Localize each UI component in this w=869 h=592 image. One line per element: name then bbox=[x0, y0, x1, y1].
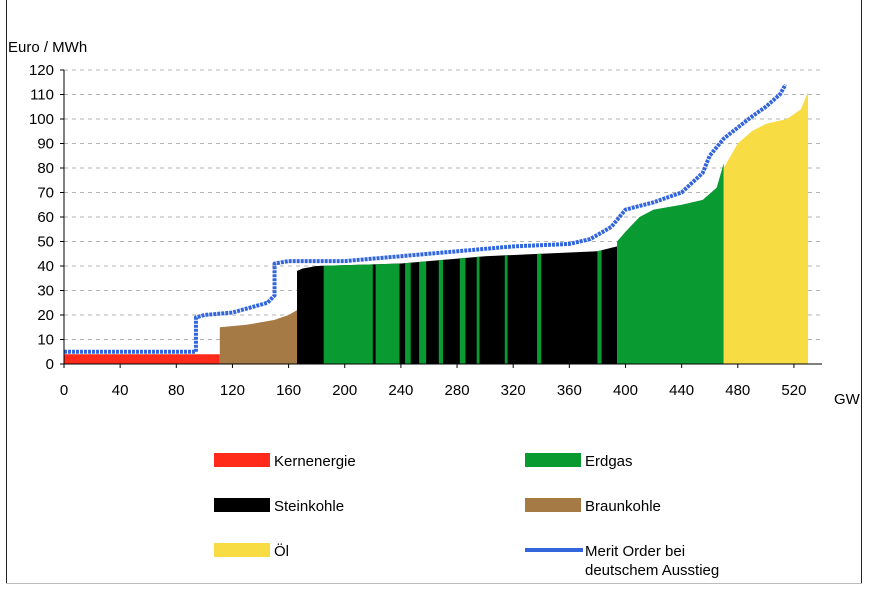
legend-label-erdgas: Erdgas bbox=[585, 453, 633, 470]
gas-stripe-1 bbox=[323, 264, 373, 364]
x-tick-label-480: 480 bbox=[725, 382, 750, 399]
y-tick-label-80: 80 bbox=[37, 160, 54, 177]
x-tick-label-240: 240 bbox=[388, 382, 413, 399]
x-tick-label-40: 40 bbox=[112, 382, 129, 399]
bottom-rule bbox=[6, 583, 862, 584]
legend-label-braunkohle: Braunkohle bbox=[585, 498, 661, 515]
gas-stripe-4 bbox=[419, 261, 427, 364]
legend-label-steinkohle: Steinkohle bbox=[274, 498, 344, 515]
series-line-merit-order bbox=[64, 83, 788, 354]
legend-swatch-kernenergie bbox=[214, 453, 270, 467]
x-tick-label-520: 520 bbox=[781, 382, 806, 399]
legend-swatch-steinkohle bbox=[214, 498, 270, 512]
legend-label-kernenergie: Kernenergie bbox=[274, 453, 356, 470]
x-tick-label-360: 360 bbox=[557, 382, 582, 399]
y-tick-label-30: 30 bbox=[37, 283, 54, 300]
gas-stripe-8 bbox=[504, 255, 508, 364]
x-tick-label-440: 440 bbox=[669, 382, 694, 399]
legend-swatch-oel bbox=[214, 543, 270, 557]
legend-swatch-braunkohle bbox=[525, 498, 581, 512]
x-tick-label-120: 120 bbox=[220, 382, 245, 399]
axes: 0 10 20 30 40 50 60 70 80 90 100 110 120 0 40 80 120 160 2… bbox=[8, 39, 861, 408]
legend-label-merit-order-bei-deutschem-ausstieg-1: Merit Order bei bbox=[585, 543, 685, 560]
y-tick-label-100: 100 bbox=[29, 111, 54, 128]
x-tick-label-200: 200 bbox=[332, 382, 357, 399]
gas-stripe-10 bbox=[597, 250, 602, 364]
area-kernenergie bbox=[64, 354, 220, 364]
y-tick-label-20: 20 bbox=[37, 307, 54, 324]
x-tick-label-160: 160 bbox=[276, 382, 301, 399]
y-tick-label-70: 70 bbox=[37, 185, 54, 202]
y-tick-label-110: 110 bbox=[30, 87, 54, 104]
y-tick-label-90: 90 bbox=[37, 136, 54, 153]
x-tick-label-0: 0 bbox=[60, 382, 68, 399]
x-axis-title: GW bbox=[834, 391, 861, 408]
x-tick-label-80: 80 bbox=[168, 382, 185, 399]
legend-label-oel: Öl bbox=[274, 542, 289, 560]
legend-label-merit-order-bei-deutschem-ausstieg-2: deutschem Ausstieg bbox=[585, 562, 719, 579]
gas-stripe-6 bbox=[459, 257, 466, 364]
x-tick-label-400: 400 bbox=[613, 382, 638, 399]
y-tick-label-120: 120 bbox=[29, 62, 54, 79]
gas-stripe-2 bbox=[375, 263, 400, 364]
chart-frame bbox=[6, 0, 862, 583]
area-braunkohle bbox=[219, 310, 298, 364]
y-tick-label-60: 60 bbox=[37, 209, 54, 226]
y-tick-label-40: 40 bbox=[37, 258, 54, 275]
supply-areas bbox=[64, 92, 808, 365]
y-tick-label-50: 50 bbox=[37, 234, 54, 251]
legend: Kernenergie Erdgas Steinkohle Braunkohle Öl M… bbox=[214, 453, 719, 579]
area-erdgas bbox=[617, 163, 724, 364]
x-tick-label-280: 280 bbox=[445, 382, 470, 399]
legend-swatch-erdgas bbox=[525, 453, 581, 467]
y-tick-label-0: 0 bbox=[46, 356, 54, 373]
y-axis-title: Euro / MWh bbox=[8, 39, 87, 56]
area-oel bbox=[723, 92, 808, 365]
y-tick-label-10: 10 bbox=[37, 332, 54, 349]
gas-stripe-3 bbox=[405, 262, 411, 364]
gas-stripe-9 bbox=[537, 253, 542, 364]
x-tick-label-320: 320 bbox=[501, 382, 526, 399]
gas-stripe-7 bbox=[476, 256, 480, 364]
gas-stripe-5 bbox=[438, 259, 443, 364]
merit-order-line bbox=[64, 83, 788, 354]
